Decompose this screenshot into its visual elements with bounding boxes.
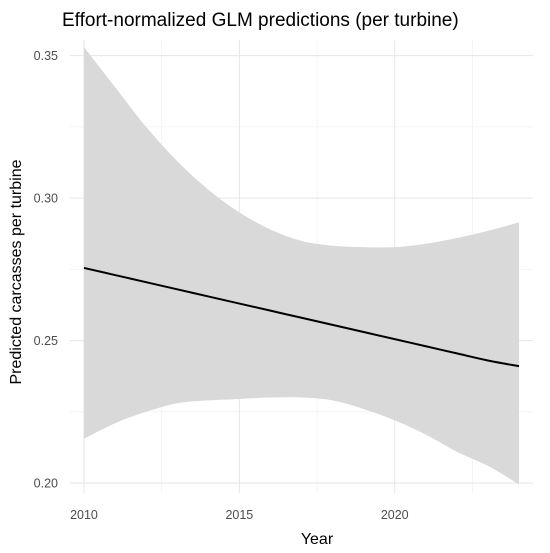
- prediction-line: [83, 266, 520, 368]
- y-tick-label: 0.30: [34, 192, 58, 206]
- chart-title: Effort-normalized GLM predictions (per t…: [62, 10, 459, 31]
- confidence-band-layer: [83, 47, 520, 485]
- y-axis-title: Predicted carcasses per turbine: [8, 159, 25, 384]
- y-tick-label: 0.25: [34, 334, 58, 348]
- y-axis-ticks: 0.20 0.25 0.30 0.35: [34, 49, 58, 490]
- confidence-band: [83, 47, 520, 485]
- x-axis-title: Year: [301, 531, 334, 548]
- x-tick-label: 2020: [381, 508, 409, 522]
- y-tick-label: 0.35: [34, 49, 58, 63]
- x-tick-label: 2015: [225, 508, 253, 522]
- prediction-line-layer: [83, 266, 520, 368]
- x-axis-ticks: 2010 2015 2020: [70, 508, 409, 522]
- y-tick-label: 0.20: [34, 477, 58, 491]
- x-tick-label: 2010: [70, 508, 98, 522]
